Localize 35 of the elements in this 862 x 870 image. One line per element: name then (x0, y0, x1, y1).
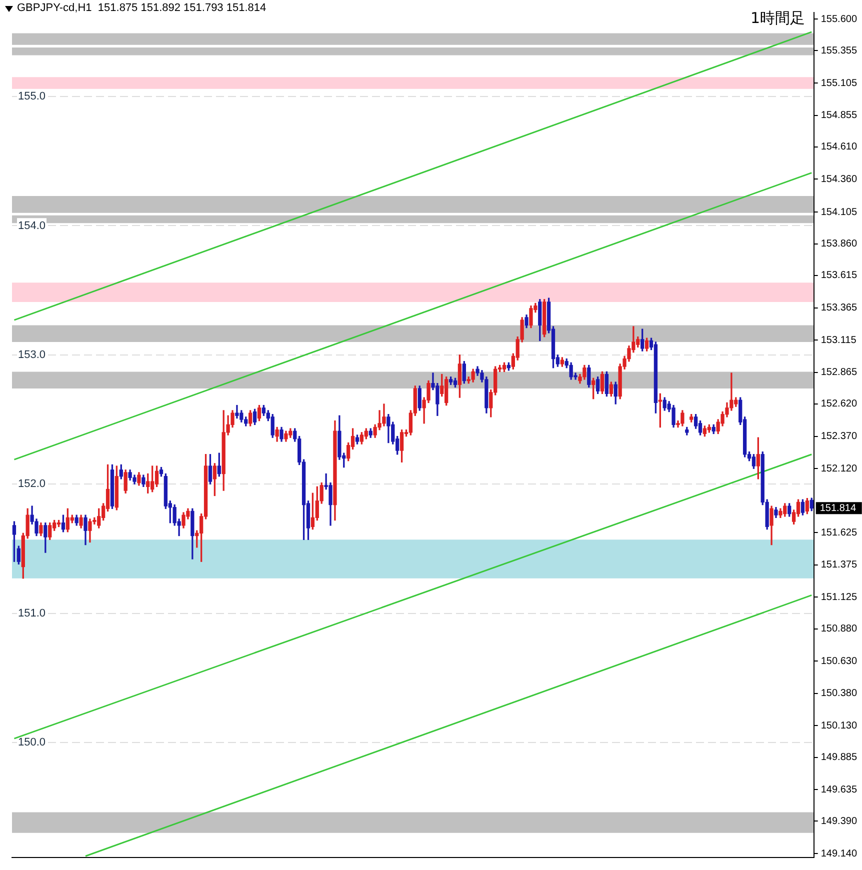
chart-title: GBPJPY-cd,H1 151.875 151.892 151.793 151.814 (17, 2, 266, 14)
y2-tick-label: 151.625 (820, 527, 858, 538)
y2-tick-label: 153.860 (820, 238, 858, 250)
chart-subtitle: 1時間足 (750, 9, 805, 28)
y2-tick-label: 149.140 (820, 848, 858, 860)
y-tick-label: 152.0 (18, 478, 46, 490)
y2-tick-label: 150.880 (820, 624, 858, 635)
y2-tick-label: 152.120 (820, 463, 858, 474)
y2-tick-label: 155.355 (820, 45, 858, 56)
y2-tick-label: 154.360 (820, 174, 858, 185)
y2-tick-label: 152.620 (820, 398, 858, 410)
text: 151.814 (820, 502, 856, 514)
y2-tick-label: 153.615 (820, 270, 858, 282)
y2-tick-label: 150.130 (820, 720, 858, 732)
y-tick-label: 155.0 (18, 90, 46, 103)
y-tick-label: 150.0 (18, 736, 46, 748)
y2-tick-label: 154.855 (820, 110, 858, 122)
y2-tick-label: 149.885 (820, 752, 858, 764)
y2-tick-label: 155.105 (820, 78, 858, 89)
y2-tick-label: 149.635 (820, 784, 858, 796)
y2-tick-label: 154.105 (820, 206, 858, 218)
y2-tick-label: 155.600 (820, 14, 858, 25)
y2-tick-label: 150.630 (820, 656, 858, 667)
y2-tick-label: 151.125 (820, 592, 858, 603)
y2-tick-label: 153.115 (820, 334, 857, 346)
y-tick-label: 154.0 (18, 220, 46, 232)
y2-tick-label: 153.365 (820, 302, 858, 314)
y2-tick-label: 149.390 (820, 816, 858, 827)
y2-tick-label: 150.380 (820, 688, 858, 700)
y2-tick-label: 152.370 (820, 431, 858, 442)
y2-tick-label: 152.865 (820, 367, 858, 378)
y2-tick-label: 154.610 (820, 142, 858, 153)
y-tick-label: 153.0 (18, 348, 46, 361)
y2-tick-label: 151.375 (820, 560, 858, 571)
y-tick-label: 151.0 (18, 607, 46, 620)
